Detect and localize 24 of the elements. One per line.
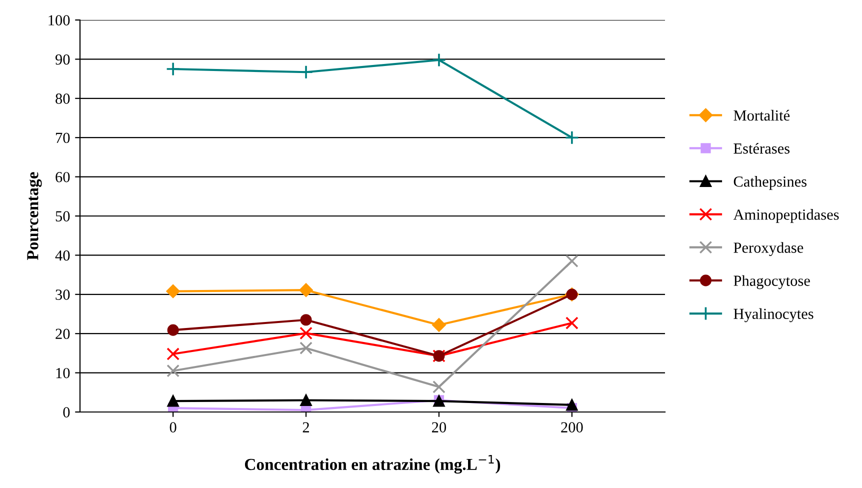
y-tick-label: 100 <box>48 15 70 26</box>
legend-label: Phagocytose <box>734 275 810 290</box>
y-tick-label: 50 <box>56 211 70 222</box>
legend-label: Estérases <box>734 142 790 154</box>
x-tick-label: 20 <box>432 422 446 432</box>
y-tick-label: 90 <box>55 54 70 65</box>
legend-label: Mortalité <box>734 110 790 121</box>
y-tick-label: 30 <box>56 290 70 300</box>
legend-label: Aminopeptidases <box>733 209 839 223</box>
y-tick-label: 80 <box>56 94 70 104</box>
y-tick-label: 0 <box>63 407 70 418</box>
y-tick-label: 20 <box>56 328 70 340</box>
x-tick-label: 2 <box>302 422 309 432</box>
legend-label: Hyalinocytes <box>734 308 814 322</box>
y-axis-title: Pourcentage <box>27 172 42 260</box>
y-tick-label: 60 <box>56 172 70 182</box>
y-tick-label: 10 <box>56 368 70 378</box>
legend-label: Peroxydase <box>734 242 804 256</box>
legend-label: Cathepsines <box>734 176 807 190</box>
x-tick-label: 0 <box>170 422 176 432</box>
x-axis-title: Concentration en atrazine (mg.L$^{−1}$) <box>244 455 500 474</box>
x-tick-label: 200 <box>561 422 583 432</box>
y-tick-label: 70 <box>56 132 70 144</box>
y-tick-label: 40 <box>55 250 70 261</box>
